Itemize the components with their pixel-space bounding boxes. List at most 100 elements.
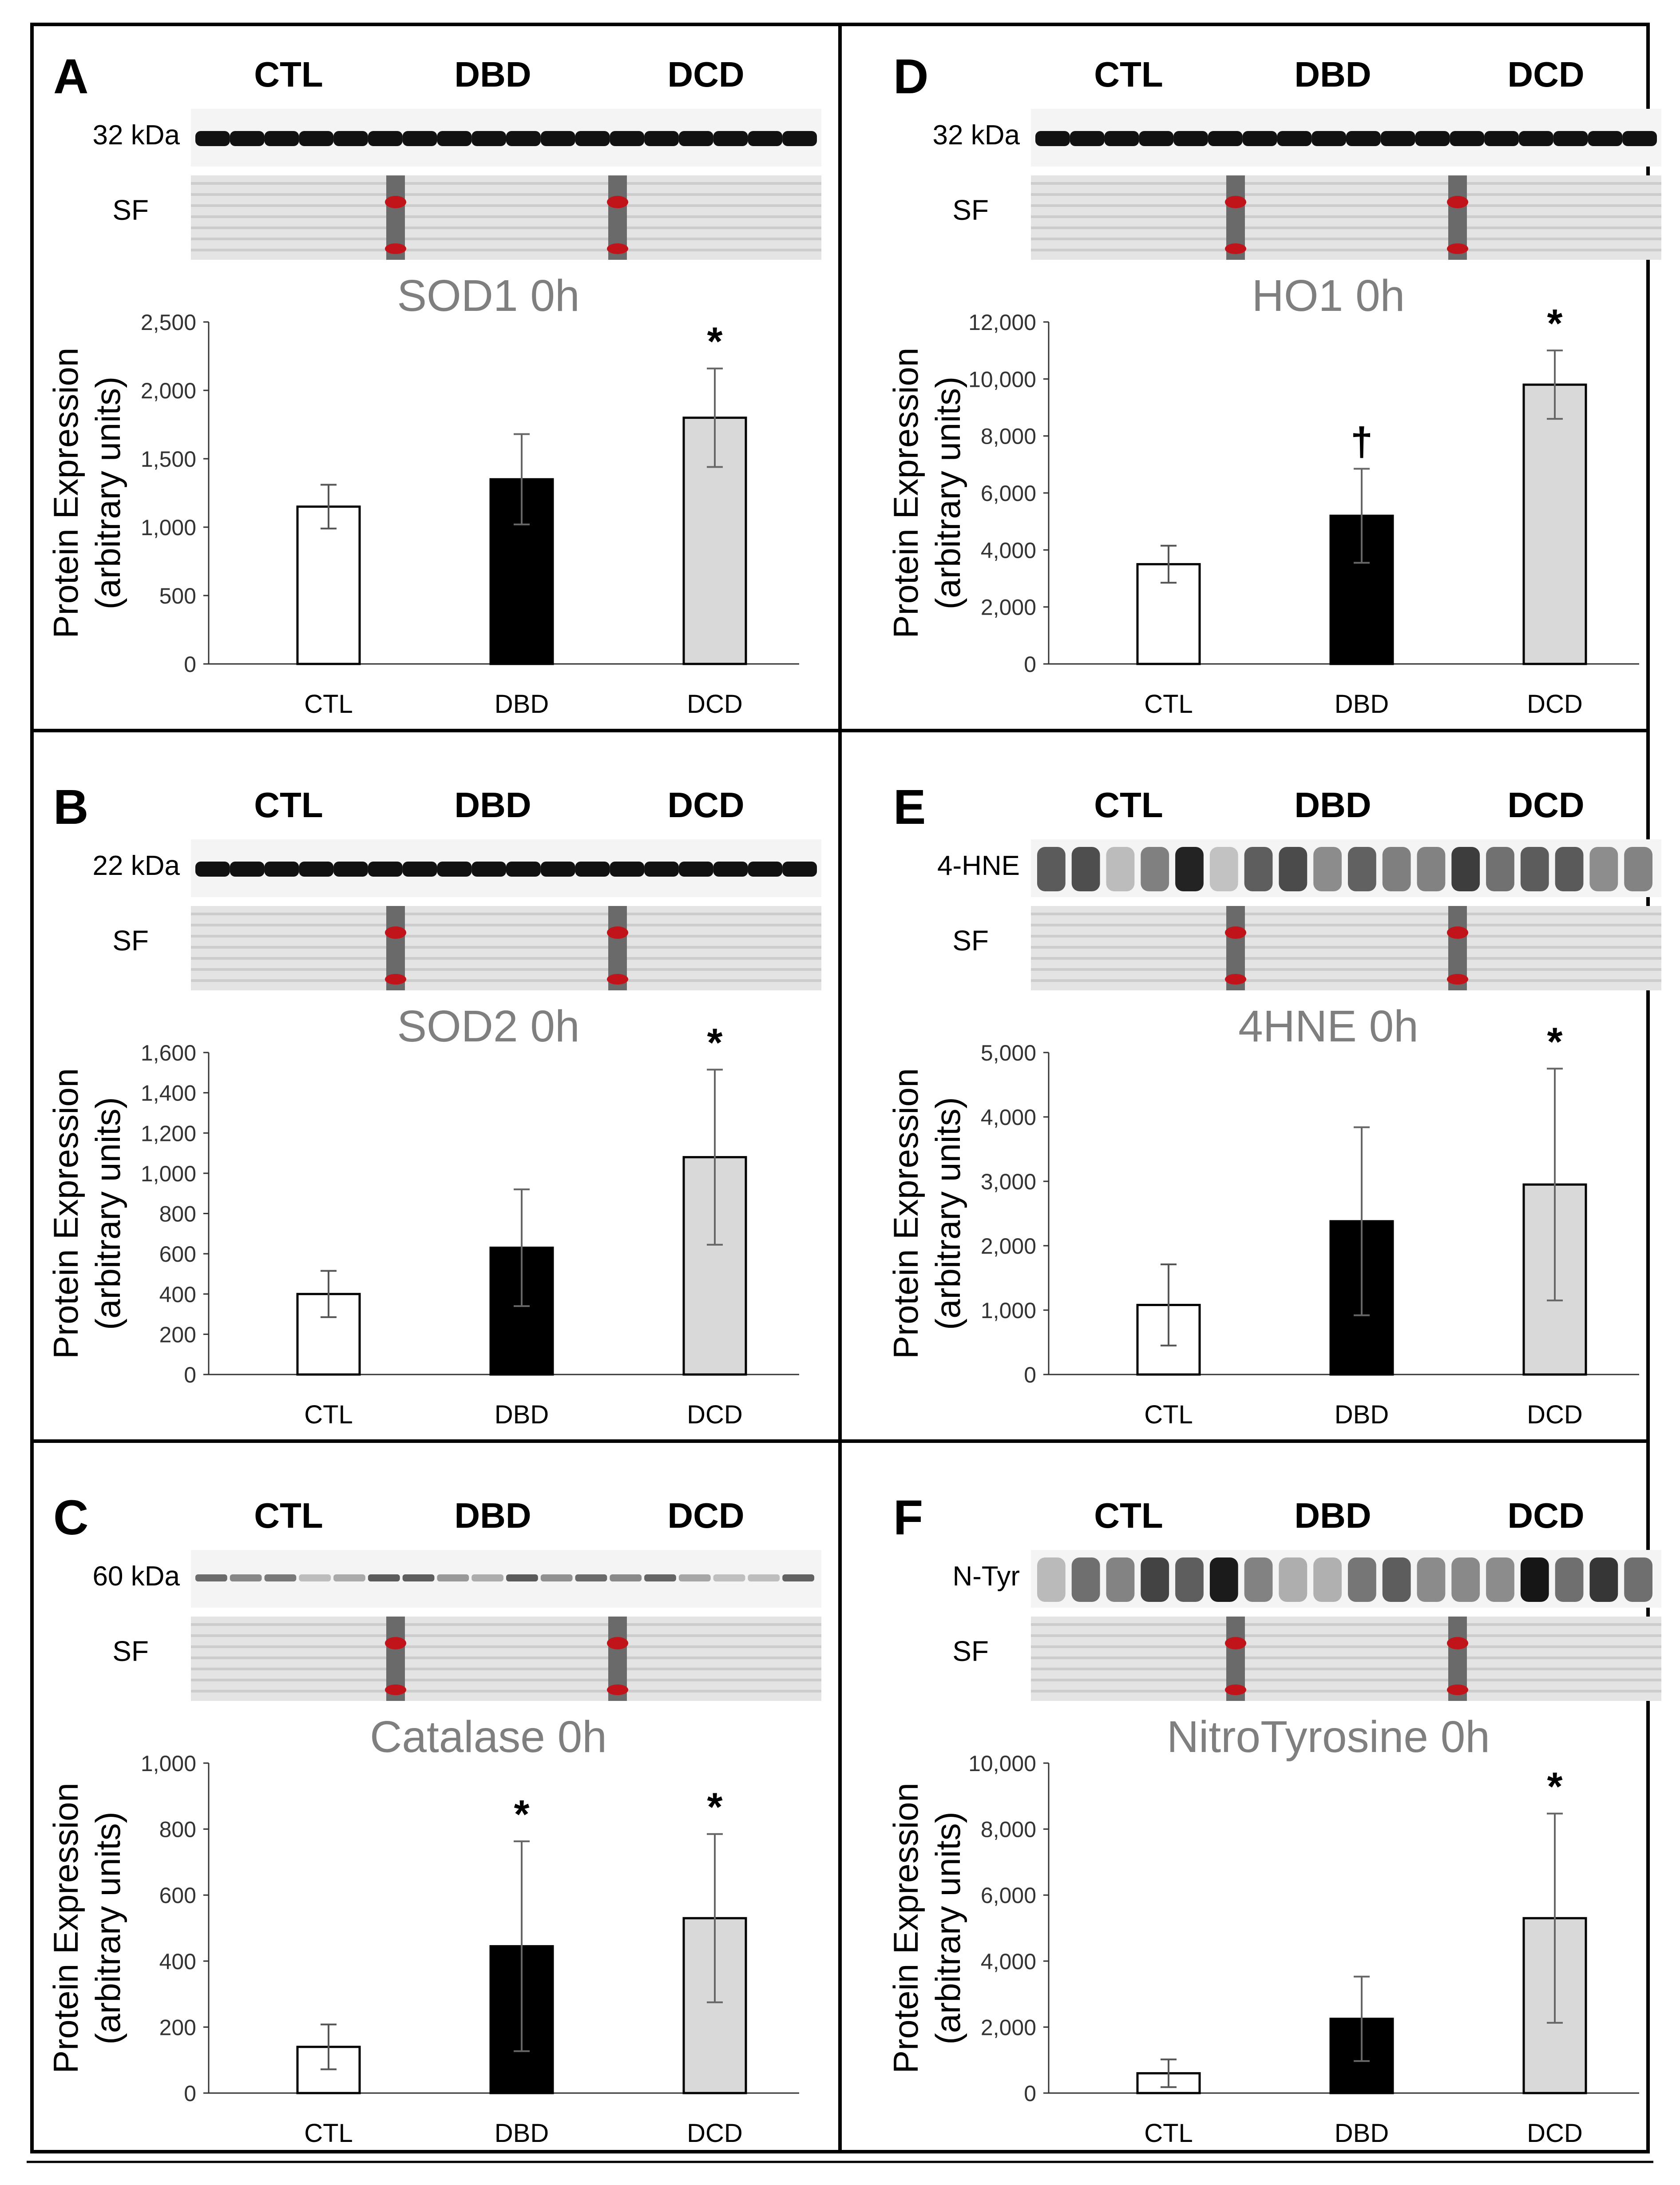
ladder-marker bbox=[385, 1637, 406, 1649]
y-tick-label: 5,000 bbox=[981, 1041, 1036, 1065]
protein-band bbox=[1486, 1557, 1514, 1602]
loading-band-row bbox=[191, 957, 821, 960]
y-tick-label: 1,600 bbox=[141, 1041, 196, 1065]
chart-title: 4HNE 0h bbox=[1238, 1001, 1418, 1051]
significance-marker: * bbox=[707, 1785, 722, 1830]
protein-band bbox=[506, 131, 541, 146]
ladder-marker bbox=[1225, 1684, 1246, 1695]
blot-group-ctl: CTL bbox=[254, 785, 323, 825]
ladder-marker bbox=[607, 1637, 628, 1649]
protein-band bbox=[1106, 1557, 1135, 1602]
protein-band bbox=[1244, 847, 1273, 891]
y-tick-label: 600 bbox=[159, 1242, 196, 1267]
y-tick-label: 1,000 bbox=[141, 1751, 196, 1776]
protein-band bbox=[333, 862, 368, 877]
blot-marker-label: 60 kDa bbox=[93, 1561, 180, 1592]
protein-band bbox=[610, 1574, 642, 1581]
y-axis-label: Protein Expression bbox=[46, 1783, 85, 2074]
protein-band bbox=[575, 1574, 607, 1581]
protein-band bbox=[1175, 1557, 1204, 1602]
protein-band bbox=[1622, 131, 1657, 146]
protein-band bbox=[368, 862, 403, 877]
chart-title: NitroTyrosine 0h bbox=[1167, 1712, 1490, 1762]
protein-band bbox=[1106, 847, 1135, 891]
protein-band bbox=[1209, 1557, 1238, 1602]
loading-band-row bbox=[191, 238, 821, 240]
y-axis-label: Protein Expression bbox=[886, 348, 925, 639]
protein-band bbox=[402, 862, 437, 877]
loading-label: SF bbox=[112, 925, 149, 957]
loading-band-row bbox=[1031, 924, 1661, 926]
significance-marker: * bbox=[1547, 302, 1562, 346]
y-tick-label: 6,000 bbox=[981, 481, 1036, 506]
panel-letter: C bbox=[53, 1490, 88, 1545]
ladder-marker bbox=[385, 974, 406, 985]
x-tick-label: CTL bbox=[304, 1400, 353, 1429]
protein-band bbox=[782, 131, 817, 146]
blot-group-dbd: DBD bbox=[454, 785, 531, 825]
protein-band bbox=[506, 862, 541, 877]
significance-marker: * bbox=[514, 1792, 529, 1837]
loading-strip bbox=[191, 906, 821, 990]
blot-marker-label: 32 kDa bbox=[933, 120, 1020, 151]
panel-b: B CTL DBD DCD 22 kDa SF SOD2 0h 0 200 400 600 800 1,… bbox=[46, 780, 821, 1429]
loading-band-row bbox=[1031, 1634, 1661, 1637]
loading-band-row bbox=[1031, 935, 1661, 938]
y-tick-label: 3,000 bbox=[981, 1169, 1036, 1194]
y-tick-label: 2,500 bbox=[141, 310, 196, 335]
protein-band bbox=[437, 862, 472, 877]
loading-band-row bbox=[1031, 957, 1661, 960]
protein-band bbox=[472, 862, 506, 877]
protein-band bbox=[644, 862, 679, 877]
protein-band bbox=[1588, 131, 1623, 146]
blot-group-dcd: DCD bbox=[667, 785, 744, 825]
protein-band bbox=[748, 131, 783, 146]
y-tick-label: 0 bbox=[184, 652, 196, 677]
y-tick-label: 4,000 bbox=[981, 1105, 1036, 1130]
x-tick-label: DCD bbox=[1527, 2119, 1583, 2148]
protein-band bbox=[782, 862, 817, 877]
ladder-marker bbox=[607, 926, 628, 939]
y-tick-label: 1,500 bbox=[141, 447, 196, 472]
blot-group-dcd: DCD bbox=[667, 55, 744, 94]
protein-band bbox=[575, 862, 610, 877]
protein-band bbox=[1346, 131, 1381, 146]
protein-band bbox=[678, 1574, 711, 1581]
ladder-marker bbox=[1225, 926, 1246, 939]
protein-band bbox=[782, 1574, 814, 1581]
x-tick-label: DBD bbox=[1335, 690, 1389, 719]
significance-marker: * bbox=[1547, 1765, 1562, 1809]
protein-band bbox=[540, 862, 575, 877]
significance-marker: * bbox=[707, 320, 722, 364]
protein-band bbox=[1451, 1557, 1480, 1602]
loading-band-row bbox=[1031, 913, 1661, 915]
loading-band-row bbox=[191, 946, 821, 949]
protein-band bbox=[1070, 131, 1105, 146]
protein-band bbox=[678, 862, 713, 877]
loading-band-row bbox=[191, 1634, 821, 1637]
x-tick-label: DCD bbox=[1527, 690, 1583, 719]
x-tick-label: CTL bbox=[304, 2119, 353, 2148]
x-tick-label: DBD bbox=[1335, 1400, 1389, 1429]
protein-band bbox=[610, 862, 645, 877]
protein-band bbox=[472, 1574, 503, 1581]
y-tick-label: 8,000 bbox=[981, 424, 1036, 449]
y-axis-label: Protein Expression bbox=[886, 1068, 925, 1359]
y-tick-label: 600 bbox=[159, 1883, 196, 1908]
protein-band bbox=[264, 1574, 297, 1581]
protein-band bbox=[195, 862, 230, 877]
y-tick-label: 8,000 bbox=[981, 1817, 1036, 1842]
significance-marker: * bbox=[1547, 1020, 1562, 1064]
protein-band bbox=[713, 1574, 745, 1581]
protein-band bbox=[713, 131, 748, 146]
loading-band-row bbox=[191, 193, 821, 196]
loading-band-row bbox=[191, 1679, 821, 1681]
protein-band bbox=[678, 131, 713, 146]
blot-strip bbox=[1031, 109, 1661, 167]
protein-band bbox=[1450, 131, 1485, 146]
blot-strip bbox=[191, 839, 821, 897]
x-tick-label: DCD bbox=[1527, 1400, 1583, 1429]
y-axis-label-units: (arbitrary units) bbox=[88, 1812, 127, 2044]
loading-strip bbox=[191, 1617, 821, 1701]
